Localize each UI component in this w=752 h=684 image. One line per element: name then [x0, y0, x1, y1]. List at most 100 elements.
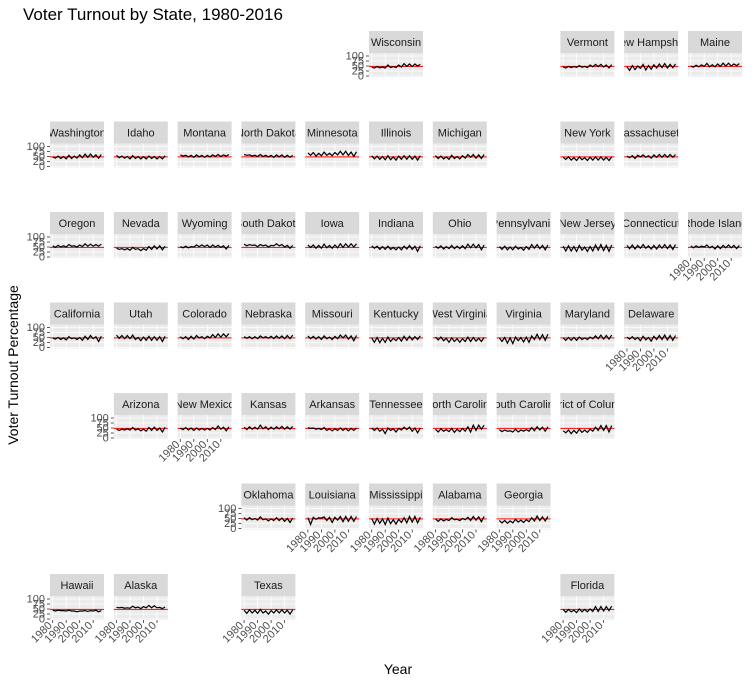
strip-label: Tennessee — [369, 399, 422, 411]
facet-kansas: Kansas — [241, 393, 296, 439]
strip-label: Virginia — [505, 309, 542, 321]
turnout-line — [52, 242, 102, 249]
turnout-line — [498, 425, 549, 433]
strip-background — [50, 574, 104, 596]
facet-montana: Montana — [177, 121, 232, 168]
turnout-line — [435, 423, 485, 434]
strip-background — [369, 212, 423, 234]
strip-label: Alaska — [124, 580, 158, 592]
turnout-line — [626, 153, 676, 160]
strip-label: Illinois — [381, 128, 412, 140]
facet-indiana: Indiana — [369, 212, 423, 258]
facet-new-hampshire: New Hampshire — [624, 31, 679, 77]
strip-background — [50, 302, 104, 325]
y-tick-label: 100 — [27, 322, 45, 334]
y-tick-label: 0 — [39, 161, 45, 173]
y-tick-label: 0 — [39, 252, 45, 264]
facet-north-dakota: North Dakota — [241, 121, 296, 168]
panel-background — [369, 415, 423, 439]
facet-connecticut: Connecticut — [622, 212, 680, 258]
strip-background — [305, 121, 360, 144]
strip-background — [432, 393, 487, 415]
y-tick-label: 25 — [33, 337, 45, 349]
panel-background — [369, 234, 423, 258]
strip-label: Washington — [48, 128, 106, 140]
strip-label: Arizona — [122, 399, 160, 411]
turnout-line — [243, 243, 294, 250]
y-tick-label: 100 — [218, 503, 236, 515]
y-tick-label: 75 — [33, 599, 45, 611]
panel-background — [241, 505, 296, 530]
strip-label: Florida — [571, 580, 606, 592]
y-tick-label: 50 — [97, 423, 109, 435]
y-tick-label: 0 — [103, 433, 109, 445]
y-tick-label: 75 — [33, 237, 45, 249]
y-tick-label: 25 — [33, 609, 45, 621]
strip-background — [560, 302, 615, 325]
turnout-line — [116, 154, 166, 160]
strip-background — [624, 212, 679, 234]
strip-background — [241, 121, 296, 144]
facet-kentucky: Kentucky — [369, 302, 423, 349]
strip-background — [241, 302, 296, 325]
strip-background — [432, 302, 487, 325]
strip-background — [50, 121, 104, 144]
turnout-line — [371, 62, 421, 69]
y-tick-label: 25 — [97, 428, 109, 440]
turnout-line — [307, 515, 358, 527]
strip-label: Texas — [254, 580, 283, 592]
strip-label: Minnesota — [307, 128, 359, 140]
turnout-line — [371, 335, 421, 344]
strip-background — [113, 574, 168, 596]
strip-label: Wyoming — [182, 218, 228, 230]
y-tick-label: 50 — [33, 332, 45, 344]
turnout-line — [371, 515, 421, 526]
turnout-line — [562, 605, 613, 614]
y-axis-title: Voter Turnout Percentage — [5, 285, 21, 445]
turnout-line — [435, 335, 485, 344]
panel-background — [369, 53, 423, 77]
strip-label: Pennsylvania — [491, 218, 557, 230]
y-tick-label: 0 — [358, 71, 364, 83]
facet-new-jersey: New Jersey — [560, 212, 615, 258]
strip-label: New York — [564, 128, 611, 140]
turnout-line — [562, 334, 613, 342]
strip-background — [241, 483, 296, 506]
strip-background — [50, 212, 104, 234]
turnout-line — [498, 243, 549, 252]
strip-label: Arkansas — [309, 399, 355, 411]
turnout-line — [307, 242, 357, 250]
turnout-line — [243, 153, 294, 159]
facet-maryland: Maryland — [560, 302, 615, 349]
y-tick-label: 50 — [33, 151, 45, 163]
strip-label: Alabama — [438, 490, 482, 502]
strip-background — [113, 212, 168, 234]
panel-background — [241, 596, 296, 620]
facet-minnesota: Minnesota — [305, 121, 360, 168]
strip-label: South Carolina — [487, 399, 561, 411]
y-tick-label: 25 — [33, 156, 45, 168]
strip-label: Oregon — [59, 218, 96, 230]
strip-label: Maryland — [565, 309, 610, 321]
strip-label: Connecticut — [622, 218, 680, 230]
strip-background — [305, 483, 360, 506]
panel-background — [432, 415, 487, 439]
panel-background — [369, 143, 423, 168]
y-tick-label: 75 — [224, 508, 236, 520]
turnout-line — [307, 334, 358, 342]
turnout-line — [626, 243, 677, 251]
turnout-line — [690, 62, 740, 68]
turnout-line — [371, 244, 421, 253]
turnout-line — [626, 62, 676, 72]
y-tick-label: 50 — [33, 604, 45, 616]
turnout-line — [116, 426, 166, 434]
